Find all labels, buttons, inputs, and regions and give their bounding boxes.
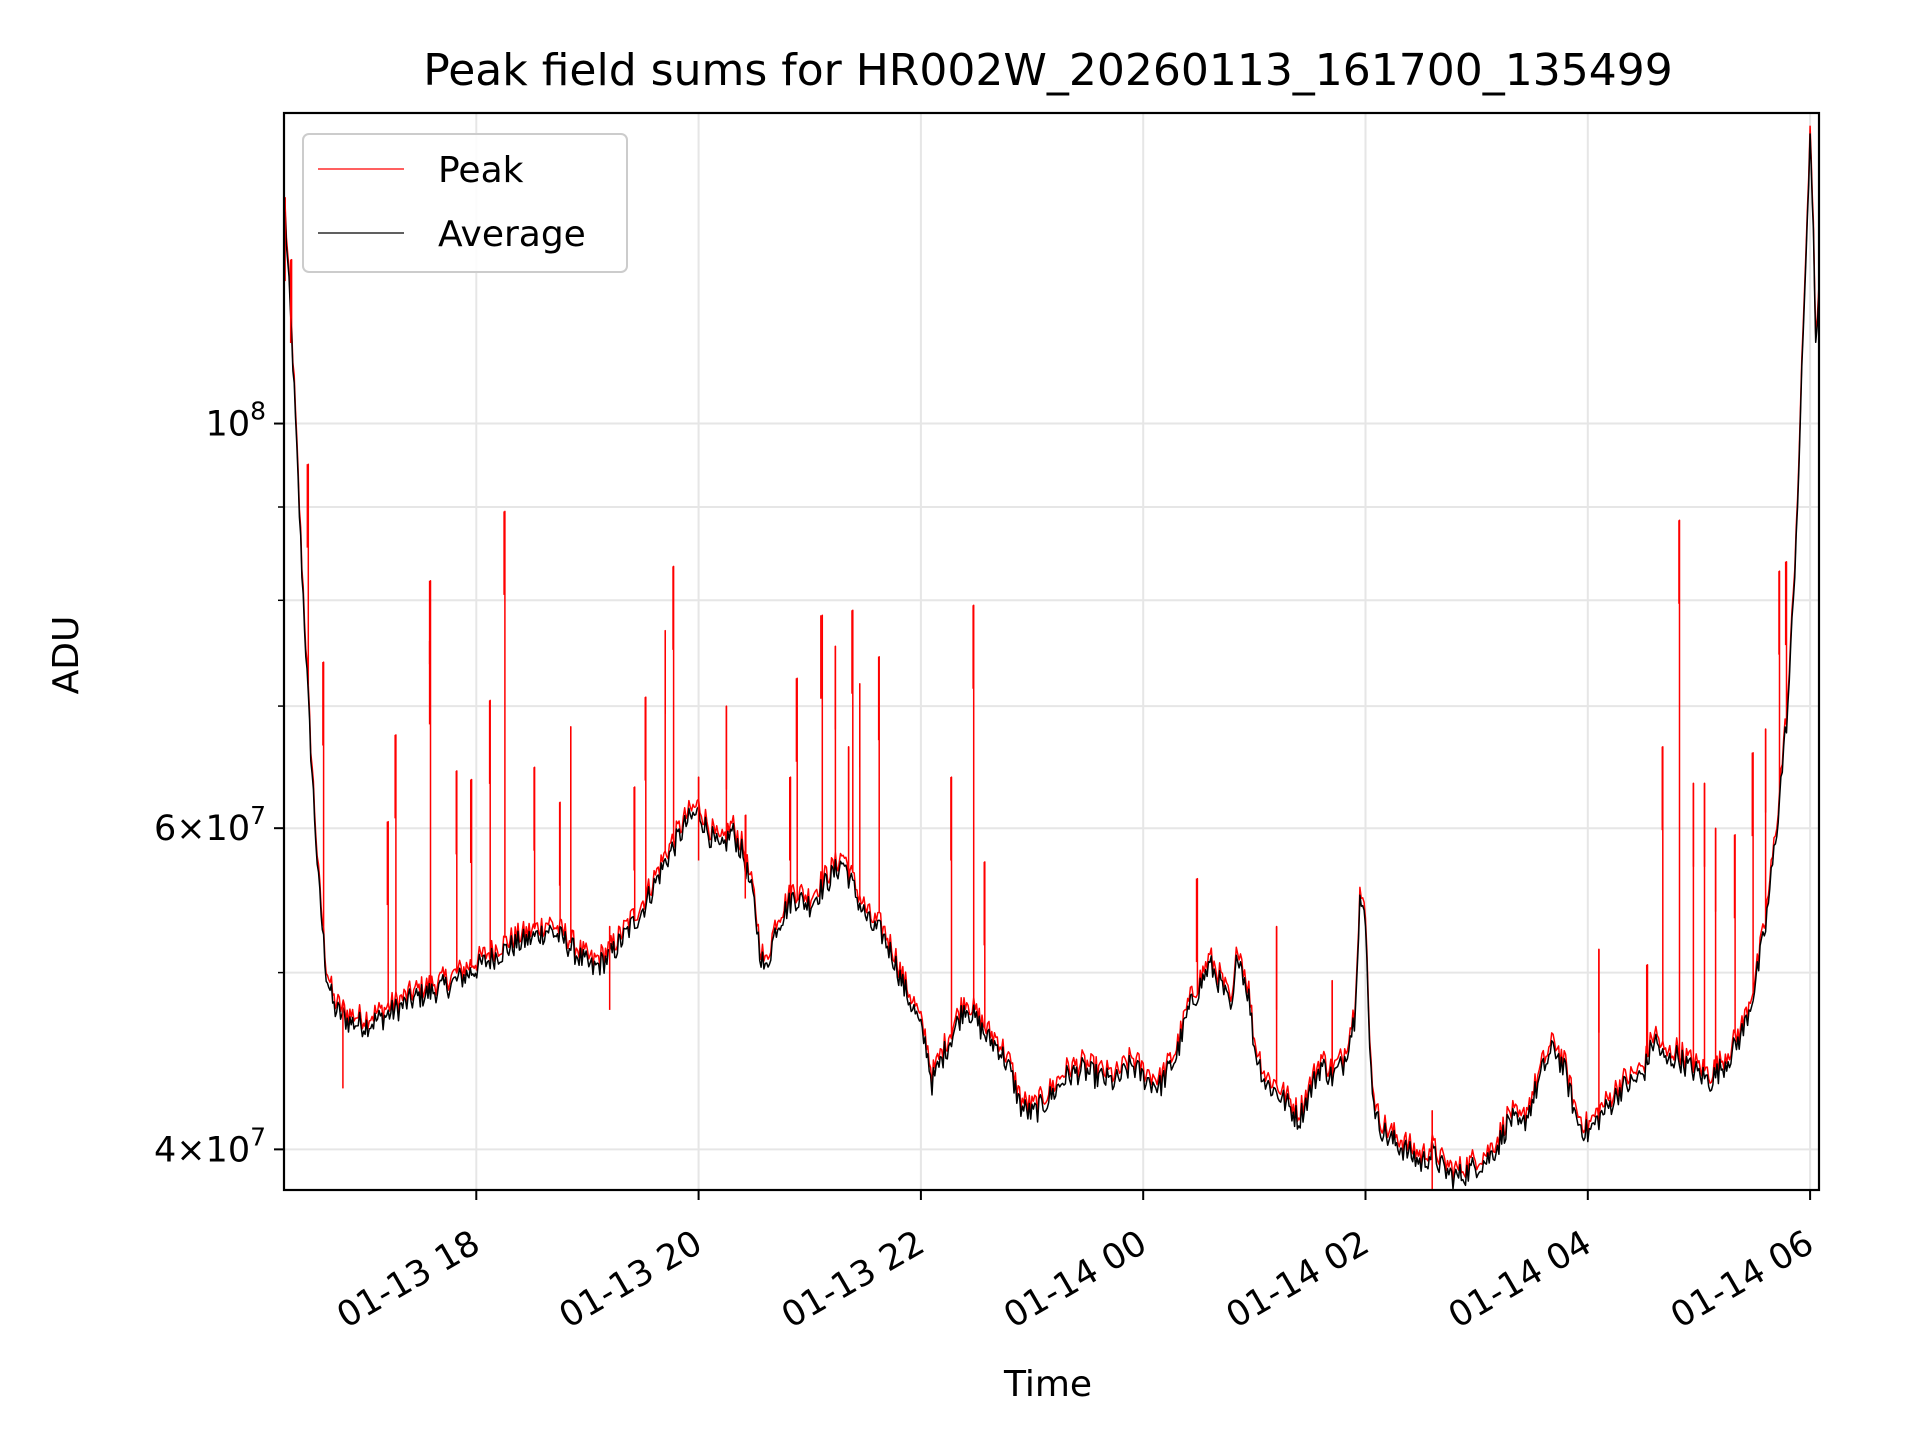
plot-area [284, 125, 1820, 1190]
x-axis-label: Time [1003, 1364, 1092, 1405]
average-series-line [284, 133, 1820, 1190]
grid [284, 113, 1819, 1190]
y-tick-label: 108 [206, 397, 266, 445]
chart-title: Peak field sums for HR002W_20260113_1617… [423, 45, 1673, 96]
y-tick-label: 4×107 [154, 1122, 266, 1170]
y-axis-label: ADU [46, 616, 87, 695]
axes-frame [282, 111, 1821, 1192]
y-tick-label: 6×107 [154, 801, 266, 849]
legend-peak-label: Peak [438, 150, 524, 191]
legend: Peak Average [302, 133, 628, 273]
legend-average-label: Average [438, 214, 586, 255]
